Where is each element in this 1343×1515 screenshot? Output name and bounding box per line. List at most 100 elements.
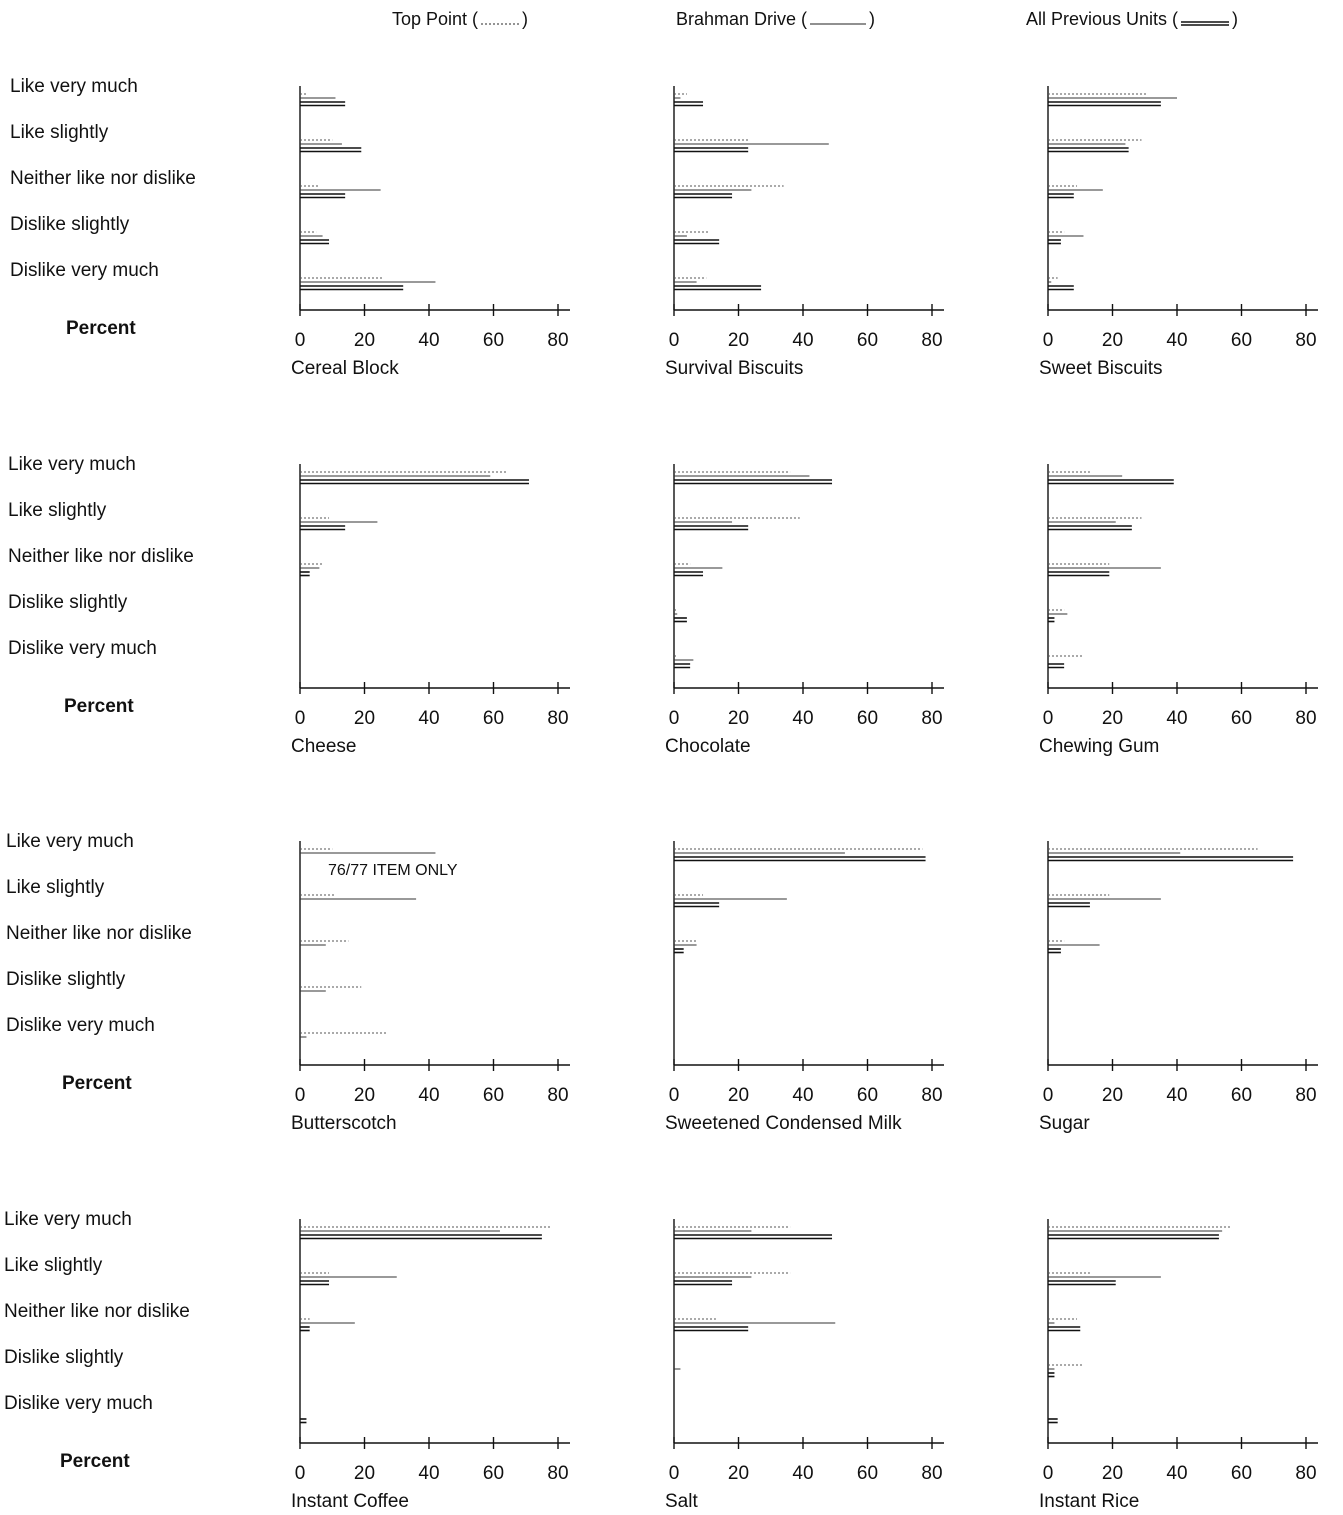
- chart-panel: 0 20 40 60 80 Salt: [665, 1215, 958, 1515]
- chart-panel: 0 20 40 60 80 Instant Rice: [1039, 1215, 1332, 1515]
- x-tick-label: 80: [921, 708, 942, 729]
- chart-svg: 0 20 40 60 80: [1043, 841, 1318, 1106]
- x-tick-label: 20: [1102, 708, 1123, 729]
- x-tick-label: 40: [418, 330, 439, 351]
- x-tick-label: 80: [547, 330, 568, 351]
- chart-svg: 0 20 40 60 80: [669, 86, 944, 351]
- dotted-line-swatch-icon: [481, 23, 520, 25]
- chart-title: Sugar: [1039, 1113, 1090, 1134]
- x-tick-label: 0: [295, 1085, 306, 1106]
- category-label: Like very much: [4, 1209, 132, 1230]
- x-tick-label: 20: [354, 1085, 375, 1106]
- x-tick-label: 0: [669, 708, 680, 729]
- category-label: Like very much: [8, 454, 136, 475]
- x-tick-label: 80: [1295, 708, 1316, 729]
- row-label-block: Like very much Like slightly Neither like …: [0, 831, 270, 1117]
- chart-title: Instant Coffee: [291, 1491, 409, 1512]
- chart-title: Chocolate: [665, 736, 751, 757]
- category-label: Dislike very much: [10, 260, 159, 281]
- x-tick-label: 80: [1295, 1085, 1316, 1106]
- chart-panel: 0 20 40 60 80 Sweet Biscuits: [1039, 82, 1332, 382]
- x-tick-label: 0: [1043, 1463, 1054, 1484]
- chart-svg: 0 20 40 60 80: [1043, 464, 1318, 729]
- category-label: Neither like nor dislike: [6, 923, 192, 944]
- legend-item-brahman-drive: Brahman Drive (): [676, 9, 875, 30]
- category-label: Dislike very much: [8, 638, 157, 659]
- x-tick-label: 40: [792, 330, 813, 351]
- legend-label-close: ): [522, 9, 529, 29]
- x-tick-label: 0: [295, 1463, 306, 1484]
- x-tick-label: 80: [547, 1463, 568, 1484]
- category-label: Dislike very much: [4, 1393, 153, 1414]
- chart-title: Chewing Gum: [1039, 736, 1160, 757]
- legend-item-all-previous-units: All Previous Units (): [1026, 9, 1238, 30]
- category-label: Dislike slightly: [10, 214, 130, 235]
- x-tick-label: 40: [418, 1085, 439, 1106]
- chart-svg: 0 20 40 60 80: [295, 1219, 570, 1484]
- x-tick-label: 60: [483, 1463, 504, 1484]
- category-label: Dislike slightly: [4, 1347, 124, 1368]
- x-tick-label: 0: [669, 330, 680, 351]
- category-label: Dislike slightly: [8, 592, 128, 613]
- x-tick-label: 20: [354, 708, 375, 729]
- chart-panel: 0 20 40 60 80 Cereal Block: [291, 82, 584, 382]
- category-label: Like very much: [6, 831, 134, 852]
- percent-axis-label: Percent: [60, 1451, 130, 1472]
- chart-svg: 0 20 40 60 80: [669, 841, 944, 1106]
- chart-title: Salt: [665, 1491, 698, 1512]
- x-tick-label: 0: [295, 330, 306, 351]
- x-tick-label: 60: [857, 1463, 878, 1484]
- legend-label: Top Point (: [392, 9, 479, 29]
- x-tick-label: 40: [792, 708, 813, 729]
- x-tick-label: 80: [547, 1085, 568, 1106]
- x-tick-label: 60: [857, 708, 878, 729]
- x-tick-label: 20: [1102, 330, 1123, 351]
- row-label-block: Like very much Like slightly Neither like …: [0, 76, 270, 362]
- x-tick-label: 40: [792, 1463, 813, 1484]
- chart-title: Cereal Block: [291, 358, 399, 379]
- x-tick-label: 80: [547, 708, 568, 729]
- x-tick-label: 20: [1102, 1085, 1123, 1106]
- x-tick-label: 40: [792, 1085, 813, 1106]
- category-label: Neither like nor dislike: [10, 168, 196, 189]
- x-tick-label: 60: [483, 330, 504, 351]
- chart-title: Instant Rice: [1039, 1491, 1140, 1512]
- x-tick-label: 20: [728, 1463, 749, 1484]
- x-tick-label: 0: [669, 1085, 680, 1106]
- x-tick-label: 60: [857, 330, 878, 351]
- category-label: Dislike very much: [6, 1015, 155, 1036]
- category-label: Like slightly: [6, 877, 105, 898]
- chart-panel: 0 20 40 60 80 Instant Coffee: [291, 1215, 584, 1515]
- chart-title: Sweetened Condensed Milk: [665, 1113, 902, 1134]
- x-tick-label: 40: [418, 1463, 439, 1484]
- x-tick-label: 60: [483, 1085, 504, 1106]
- x-tick-label: 0: [1043, 1085, 1054, 1106]
- x-tick-label: 80: [1295, 330, 1316, 351]
- chart-svg: 0 20 40 60 80: [1043, 86, 1318, 351]
- x-tick-label: 80: [921, 1463, 942, 1484]
- category-label: Neither like nor dislike: [4, 1301, 190, 1322]
- x-tick-label: 40: [1166, 1463, 1187, 1484]
- category-label: Like slightly: [4, 1255, 103, 1276]
- x-tick-label: 60: [1231, 1463, 1252, 1484]
- category-label: Like slightly: [10, 122, 109, 143]
- category-label: Dislike slightly: [6, 969, 126, 990]
- single-line-swatch-icon: [810, 23, 867, 25]
- x-tick-label: 0: [1043, 708, 1054, 729]
- legend-label: All Previous Units (: [1026, 9, 1179, 29]
- x-tick-label: 80: [921, 330, 942, 351]
- chart-svg: 0 20 40 60 80 76/77 ITEM ONLY: [295, 841, 570, 1106]
- x-tick-label: 60: [1231, 1085, 1252, 1106]
- category-label: Neither like nor dislike: [8, 546, 194, 567]
- row-label-block: Like very much Like slightly Neither like …: [0, 454, 270, 740]
- chart-svg: 0 20 40 60 80: [1043, 1219, 1318, 1484]
- x-tick-label: 80: [1295, 1463, 1316, 1484]
- chart-title: Survival Biscuits: [665, 358, 804, 379]
- chart-svg: 0 20 40 60 80: [295, 464, 570, 729]
- chart-panel: 0 20 40 60 80 Chewing Gum: [1039, 460, 1332, 760]
- chart-title: Sweet Biscuits: [1039, 358, 1163, 379]
- x-tick-label: 20: [354, 1463, 375, 1484]
- double-line-swatch-icon: [1181, 21, 1230, 26]
- legend-label-close: ): [1232, 9, 1239, 29]
- legend-label-close: ): [869, 9, 876, 29]
